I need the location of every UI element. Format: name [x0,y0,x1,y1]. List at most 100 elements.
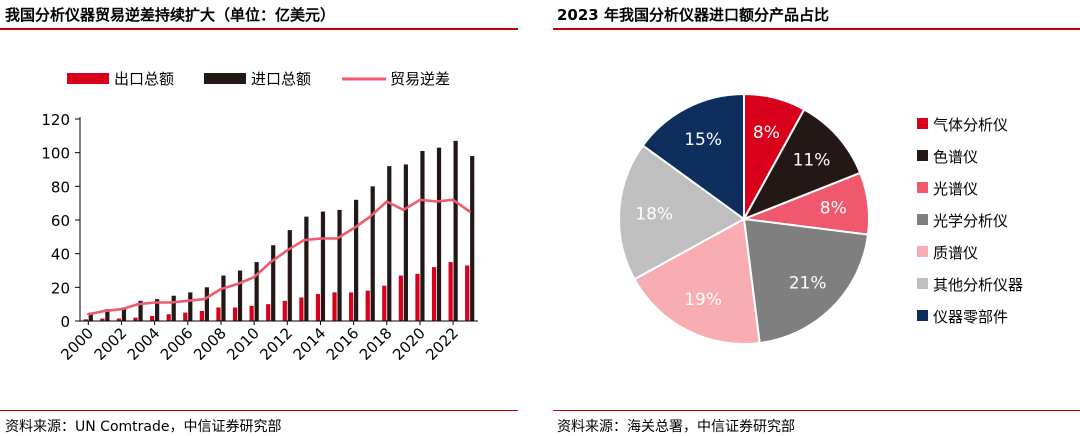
right-footer-rule [553,410,1080,411]
trade-chart: 0204060801001202000200220042006200820102… [41,70,478,364]
pie-slice-label: 19% [684,290,722,310]
x-tick-label: 2004 [124,324,164,364]
export-bar [216,307,221,321]
pie-slice [741,108,862,221]
import-bar [88,312,93,321]
import-bar [271,245,276,321]
import-share-chart: 8% 11% 8% 21% 19% 18% 15% 气体分析仪色谱仪光谱仪光学分析仪质谱仪其他… [618,92,1023,345]
x-tick-label: 2020 [389,324,429,364]
right-source-note: 资料来源：海关总署，中信证券研究部 [557,419,795,435]
export-bar [465,265,470,321]
legend-swatch [917,118,928,129]
export-bar [183,312,188,321]
export-bar [133,317,138,321]
deficit-line [87,198,472,316]
legend-label: 光学分析仪 [933,212,1008,230]
legend-swatch [917,150,928,161]
import-bar [221,275,226,321]
x-tick-label: 2006 [157,324,197,364]
x-tick-label: 2018 [356,324,396,364]
x-tick-label: 2010 [223,324,263,364]
export-bar [100,318,105,321]
legend-label-import: 进口总额 [251,70,311,88]
export-bar [282,300,287,321]
pie-slice-label: 15% [684,130,722,150]
export-bar [382,285,387,321]
x-tick-label: 2012 [256,324,296,364]
import-bar [188,292,193,321]
right-chart-title: 2023 年我国分析仪器进口额分产品占比 [557,6,829,24]
left-title-rule [0,28,518,30]
legend-swatch [917,246,928,257]
import-bar [171,295,176,321]
import-bar [105,309,110,321]
right-title-rule [553,28,1080,30]
x-tick-label: 2014 [290,324,330,364]
y-tick-label: 80 [51,178,70,196]
import-bar [370,186,375,321]
import-bar [121,307,127,321]
export-bar [150,315,155,321]
legend-label: 其他分析仪器 [933,276,1023,294]
left-footer-rule [0,410,518,411]
x-tick-label: 2022 [422,324,462,364]
legend-swatch-export [67,73,109,84]
export-bar [332,292,337,321]
import-bar [237,270,243,321]
import-bar [337,209,342,321]
export-bar [431,267,437,321]
y-tick-label: 120 [41,111,70,129]
legend-swatch [917,182,928,193]
pie-slice [641,92,745,221]
x-tick-label: 2016 [323,324,363,364]
export-bar [415,273,420,321]
legend-label-deficit: 贸易逆差 [390,70,450,88]
export-bar [315,294,321,321]
export-bar [299,297,304,321]
import-bar [155,299,160,321]
import-bar [287,230,292,321]
export-bar [232,307,238,321]
import-bar [403,164,408,321]
x-tick-label: 2002 [91,324,131,364]
export-bar [448,262,453,321]
left-chart-title: 我国分析仪器贸易逆差持续扩大（单位：亿美元） [5,6,336,24]
import-bar [470,156,475,321]
legend-label: 质谱仪 [933,244,978,262]
legend-label: 气体分析仪 [933,116,1008,134]
pie-slice [742,217,870,345]
import-bar [138,300,143,321]
pie-slice-label: 21% [789,274,827,294]
pie-slice-label: 18% [635,204,673,224]
export-bar [199,310,204,321]
pie-slice-label: 11% [793,151,831,171]
import-bar [204,287,209,321]
legend-label: 光谱仪 [933,180,978,198]
pie-slice-label: 8% [820,199,847,219]
legend-label: 仪器零部件 [933,308,1008,326]
legend-swatch [917,214,928,225]
import-bar [320,211,326,321]
import-bar [436,147,442,321]
export-bar [249,305,254,321]
legend-label: 色谱仪 [933,148,978,166]
import-bar [254,262,259,321]
import-bar [304,216,309,321]
import-bar [387,166,392,321]
export-bar [266,304,271,321]
y-tick-label: 20 [51,279,70,297]
pie-slice [618,144,746,281]
import-bar [453,140,458,321]
export-bar [83,319,88,321]
export-bar [116,318,122,321]
y-tick-label: 0 [60,313,70,331]
import-bar [420,150,425,321]
left-source-note: 资料来源：UN Comtrade，中信证券研究部 [5,419,282,435]
y-tick-label: 60 [51,212,70,230]
export-bar [349,292,354,321]
import-bar [354,199,359,321]
x-tick-label: 2008 [190,324,230,364]
export-bar [398,275,403,321]
y-tick-label: 40 [51,246,70,264]
y-tick-label: 100 [41,145,70,163]
